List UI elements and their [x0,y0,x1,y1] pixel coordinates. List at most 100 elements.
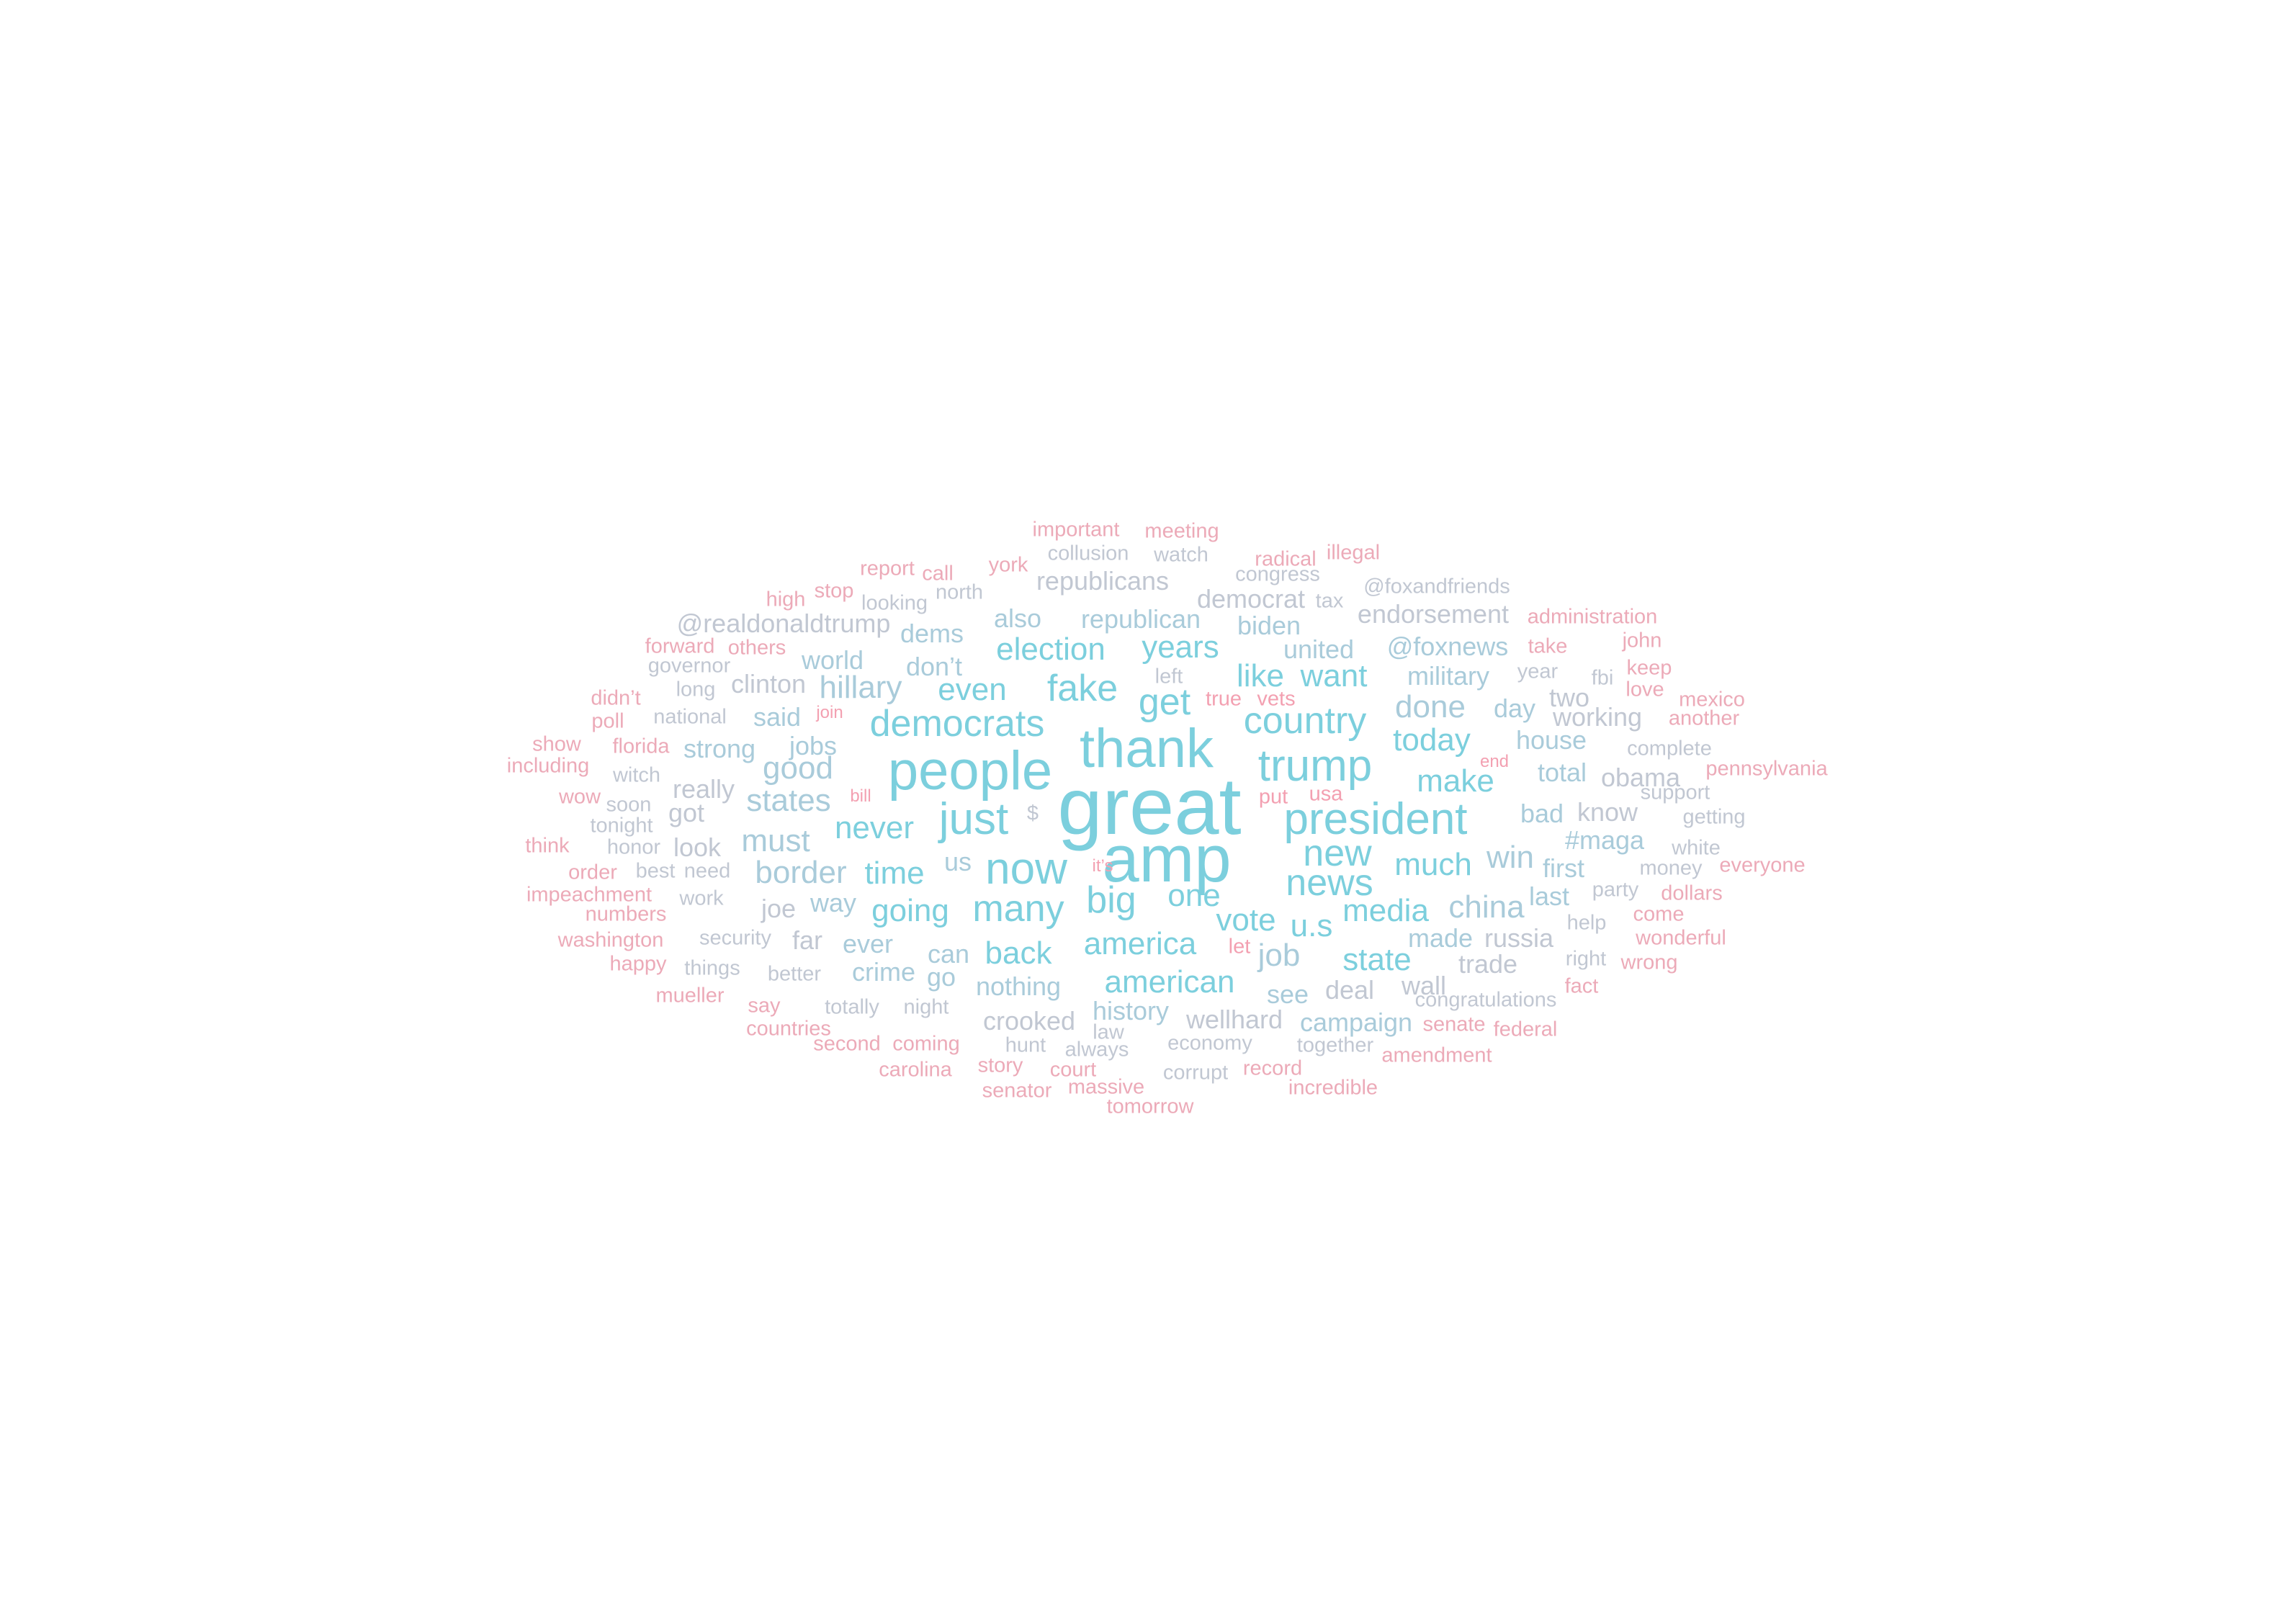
word-law: law [1093,1020,1124,1044]
word-republicans: republicans [1036,566,1170,596]
word-russia: russia [1484,923,1554,953]
word-always: always [1064,1038,1129,1061]
word-border: border [755,855,847,890]
word-symbol: $ [1026,802,1039,825]
word-amendment: amendment [1381,1043,1492,1067]
word-clinton: clinton [730,669,807,699]
word-forward: forward [645,634,715,658]
word-look: look [673,832,722,862]
word-now: now [985,844,1067,894]
word-just: just [938,794,1009,844]
word-administration: administration [1527,605,1658,629]
word-witch: witch [612,763,661,787]
word-wellhard: wellhard [1185,1005,1283,1034]
word-go: go [926,962,956,992]
word-don-t: don’t [905,652,963,681]
word-america: america [1083,926,1197,961]
word-much: much [1394,847,1472,882]
word-years: years [1142,629,1219,665]
word-jobs: jobs [789,731,838,760]
word-win: win [1486,840,1535,875]
word-new: new [1303,832,1372,874]
word-realdonaldtrump: @realdonaldtrump [676,609,891,638]
word-last: last [1528,881,1570,911]
word-endorsement: endorsement [1357,599,1510,629]
word-going: going [871,893,949,928]
word-biden: biden [1237,611,1301,640]
word-washington: washington [557,928,664,952]
word-military: military [1407,661,1489,691]
word-amp: amp [1102,822,1232,896]
word-senator: senator [982,1079,1052,1103]
word-history: history [1092,996,1170,1025]
word-bill: bill [850,786,871,806]
word-wall: wall [1401,971,1447,1000]
word-mexico: mexico [1679,688,1745,712]
word-need: need [683,859,731,883]
word-president: president [1283,794,1468,844]
word-party: party [1592,878,1639,902]
word-want: want [1300,658,1368,693]
word-report: report [860,557,915,580]
word-think: think [525,834,570,858]
word-job: job [1257,938,1301,973]
word-work: work [679,886,724,910]
word-come: come [1633,902,1685,926]
word-right: right [1565,947,1607,971]
word-working: working [1552,702,1643,732]
word-dollars: dollars [1661,881,1723,905]
word-watch: watch [1154,543,1208,567]
word-complete: complete [1627,737,1712,760]
word-wow: wow [558,785,601,809]
word-york: york [988,553,1028,577]
word-really: really [672,774,735,804]
word-together: together [1296,1033,1374,1057]
word-total: total [1537,758,1587,787]
word-best: best [635,859,676,883]
word-foxnews: @foxnews [1386,632,1509,661]
word-united: united [1283,634,1355,664]
word-hillary: hillary [819,670,902,705]
word-thank: thank [1080,718,1214,779]
word-things: things [684,956,740,980]
word-better: better [767,962,822,986]
word-congress: congress [1235,562,1320,586]
word-year: year [1517,660,1559,683]
word-another: another [1668,706,1740,730]
word-end: end [1479,752,1510,771]
word-great: great [1057,761,1242,851]
word-us: us [943,847,972,876]
word-tomorrow: tomorrow [1106,1095,1194,1118]
word-incredible: incredible [1288,1076,1378,1100]
word-take: take [1528,634,1568,658]
word-carolina: carolina [879,1058,952,1082]
word-said: said [753,702,802,732]
word-wrong: wrong [1620,951,1678,974]
word-bad: bad [1520,799,1564,828]
word-know: know [1577,797,1638,827]
word-republican: republican [1080,604,1201,634]
word-democrats: democrats [869,703,1045,745]
word-order: order [568,861,617,884]
word-campaign: campaign [1299,1007,1413,1037]
word-north: north [935,580,984,604]
word-maga: #maga [1564,825,1645,855]
word-it-s: it’s [1092,856,1113,876]
word-senate: senate [1422,1013,1486,1036]
word-corrupt: corrupt [1162,1061,1229,1085]
word-second: second [813,1032,881,1056]
word-media: media [1342,893,1429,928]
word-country: country [1243,700,1367,742]
word-florida: florida [612,735,670,758]
word-far: far [792,925,823,955]
word-must: must [741,823,810,858]
word-record: record [1242,1056,1303,1080]
word-american: american [1104,964,1235,1000]
word-foxandfriends: @foxandfriends [1363,575,1510,598]
word-news: news [1286,862,1373,904]
word-radical: radical [1255,547,1317,571]
word-fact: fact [1564,974,1599,998]
word-many: many [972,888,1064,930]
word-others: others [727,636,786,660]
